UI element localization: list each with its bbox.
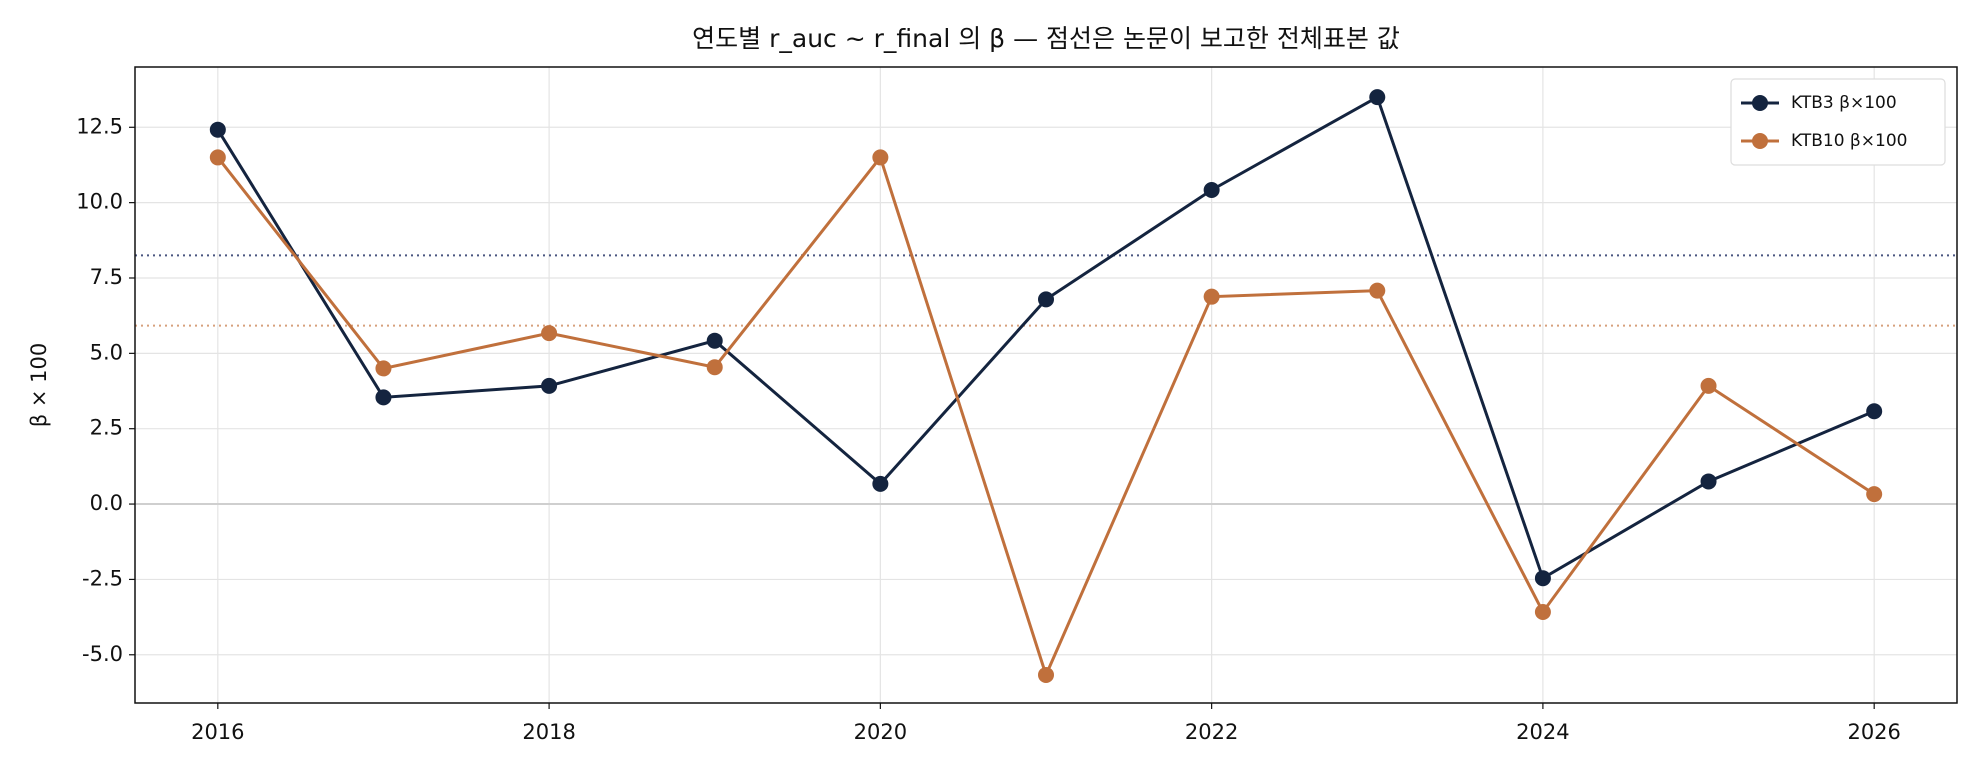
x-tick-label: 2016	[191, 720, 244, 744]
point	[872, 149, 889, 166]
point	[1203, 288, 1220, 305]
legend-box	[1730, 78, 1946, 166]
point	[1866, 486, 1883, 503]
point	[209, 121, 226, 138]
legend-marker	[1752, 133, 1768, 149]
x-tick-label: 2024	[1516, 720, 1569, 744]
y-tick-label: 0.0	[90, 491, 123, 515]
x-tick-label: 2018	[522, 720, 575, 744]
point	[375, 360, 392, 377]
legend-label: KTB10 β×100	[1791, 131, 1907, 151]
y-tick-label: 10.0	[76, 190, 123, 214]
point	[706, 332, 723, 349]
point	[1038, 666, 1054, 683]
y-tick-label: 2.5	[90, 416, 123, 440]
point	[1534, 570, 1551, 587]
point	[1700, 473, 1717, 490]
legend-label: KTB3 β×100	[1791, 93, 1897, 113]
point	[375, 389, 392, 406]
y-tick-label: 12.5	[76, 114, 123, 138]
point	[1700, 377, 1717, 394]
x-tick-label: 2026	[1847, 720, 1900, 744]
point	[1203, 181, 1220, 198]
point	[1369, 282, 1386, 299]
legend-marker	[1752, 95, 1768, 111]
y-axis-label: β × 100	[27, 343, 51, 427]
point	[872, 475, 889, 492]
point	[706, 359, 723, 376]
point	[1038, 291, 1054, 308]
point	[1866, 403, 1883, 420]
y-tick-label: 5.0	[90, 340, 123, 364]
point	[541, 325, 558, 342]
y-tick-label: -2.5	[82, 566, 123, 590]
point	[209, 149, 226, 166]
point	[541, 377, 558, 394]
x-tick-label: 2020	[854, 720, 907, 744]
plot-frame	[134, 66, 1958, 704]
chart-title: 연도별 r_auc ~ r_final 의 β — 점선은 논문이 보고한 전체…	[692, 24, 1400, 53]
y-tick-label: 7.5	[90, 265, 123, 289]
x-tick-label: 2022	[1185, 720, 1238, 744]
y-tick-label: -5.0	[82, 642, 123, 666]
point	[1534, 603, 1551, 620]
point	[1369, 89, 1386, 106]
